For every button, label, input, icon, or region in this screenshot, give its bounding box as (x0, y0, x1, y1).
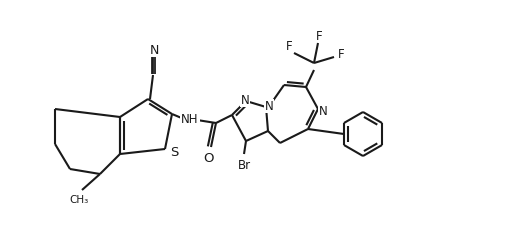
Text: N: N (241, 94, 250, 107)
Text: CH₃: CH₃ (69, 194, 88, 204)
Text: F: F (316, 29, 322, 42)
Text: N: N (265, 100, 274, 113)
Text: F: F (285, 40, 292, 53)
Text: O: O (203, 152, 213, 165)
Text: F: F (337, 47, 344, 60)
Text: Br: Br (238, 159, 251, 172)
Text: NH: NH (181, 113, 199, 126)
Text: N: N (319, 105, 328, 118)
Text: S: S (170, 146, 178, 159)
Text: N: N (149, 43, 159, 56)
